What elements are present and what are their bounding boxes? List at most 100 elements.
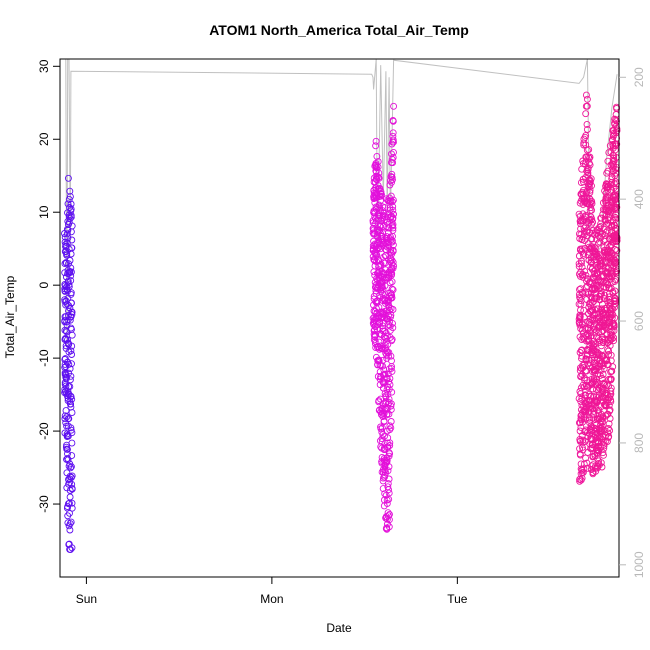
- data-point: [390, 148, 397, 156]
- data-point: [598, 463, 606, 471]
- data-point: [586, 153, 594, 161]
- data-point: [68, 480, 76, 488]
- data-point: [603, 357, 611, 365]
- data-point: [64, 445, 71, 453]
- data-point: [610, 157, 618, 165]
- data-point: [611, 300, 619, 308]
- data-point: [581, 374, 588, 382]
- data-point: [604, 193, 612, 201]
- data-point: [600, 451, 607, 459]
- data-point: [386, 510, 393, 518]
- data-point: [383, 332, 391, 340]
- data-point: [380, 417, 388, 425]
- y2-tick-label: 600: [632, 311, 646, 331]
- data-point: [388, 388, 396, 396]
- data-point: [67, 264, 75, 272]
- data-point: [599, 418, 607, 426]
- data-point: [599, 449, 607, 457]
- data-point: [611, 303, 618, 311]
- data-point: [611, 142, 619, 150]
- data-point: [372, 137, 380, 145]
- data-point: [375, 169, 383, 177]
- data-point: [65, 480, 73, 488]
- data-point: [605, 420, 613, 428]
- data-point: [375, 397, 383, 405]
- data-point: [67, 518, 75, 526]
- y-tick-label: 30: [37, 59, 51, 73]
- data-point: [604, 410, 612, 418]
- data-point: [389, 247, 397, 255]
- data-point: [607, 398, 615, 406]
- data-point: [583, 95, 591, 103]
- data-point: [388, 170, 396, 178]
- data-point: [68, 222, 76, 230]
- data-point: [593, 382, 601, 390]
- data-point: [584, 169, 592, 177]
- data-point: [611, 268, 619, 276]
- data-point: [388, 173, 396, 181]
- data-point: [598, 423, 606, 430]
- data-point: [68, 342, 76, 350]
- data-point: [386, 442, 394, 449]
- data-point: [589, 218, 597, 226]
- data-point: [389, 136, 397, 144]
- data-point: [378, 424, 386, 432]
- data-point: [67, 213, 75, 221]
- data-point: [65, 260, 73, 268]
- axes: -30 -20 -10 0 10 20 30 200 400 600 800 1000 Sun Mon Tu…: [37, 58, 646, 606]
- data-point: [610, 337, 618, 345]
- data-point: [67, 289, 75, 297]
- data-point: [606, 342, 614, 350]
- series-segment-1: [61, 174, 76, 554]
- y2-tick-label: 400: [632, 189, 646, 209]
- data-point: [606, 415, 614, 422]
- data-point: [389, 129, 397, 137]
- data-point: [382, 242, 390, 250]
- data-point: [586, 195, 594, 203]
- data-point: [378, 191, 385, 198]
- data-point: [598, 230, 606, 238]
- data-point: [68, 244, 76, 252]
- data-point: [388, 150, 395, 158]
- data-point: [385, 463, 393, 471]
- data-point: [587, 308, 595, 315]
- data-point: [386, 381, 394, 389]
- data-point: [384, 483, 392, 491]
- data-point: [384, 340, 392, 348]
- data-point: [67, 463, 75, 471]
- data-point: [613, 203, 621, 211]
- data-point: [388, 367, 396, 375]
- data-point: [379, 285, 387, 293]
- data-point: [375, 244, 383, 251]
- data-point: [388, 285, 396, 293]
- data-point: [590, 243, 598, 251]
- data-point: [68, 484, 76, 492]
- data-point: [64, 174, 72, 182]
- data-point: [590, 407, 598, 415]
- data-point: [375, 174, 383, 182]
- y-axis-label: Total_Air_Temp: [3, 275, 17, 358]
- y-tick-label: -20: [37, 422, 51, 440]
- data-point: [373, 152, 381, 160]
- data-point: [67, 272, 75, 280]
- data-point: [384, 512, 392, 520]
- data-point: [613, 140, 621, 148]
- data-point: [390, 138, 397, 146]
- data-point: [590, 343, 598, 351]
- data-point: [385, 486, 392, 494]
- data-point: [587, 175, 595, 183]
- data-point: [387, 352, 395, 360]
- data-point: [594, 250, 602, 258]
- y-tick-label: -30: [37, 495, 51, 513]
- data-point: [67, 347, 75, 355]
- data-point: [578, 443, 586, 451]
- data-point: [68, 429, 76, 437]
- data-point: [607, 375, 615, 383]
- data-point: [389, 221, 397, 228]
- y-tick-label: 20: [37, 132, 51, 146]
- series-segment-2: [369, 102, 398, 533]
- data-point: [67, 400, 75, 408]
- data-point: [68, 331, 76, 339]
- data-point: [68, 409, 76, 417]
